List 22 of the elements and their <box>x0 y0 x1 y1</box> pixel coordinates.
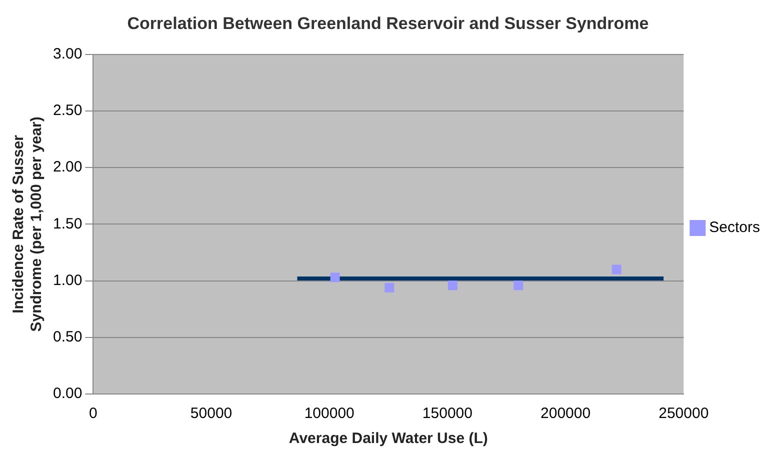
y-tick-label: 1.50 <box>52 215 82 232</box>
point <box>384 282 394 292</box>
x-tick-label: 150000 <box>422 405 472 422</box>
chart-title: Correlation Between Greenland Reservoir and Susser Syndrome <box>127 14 649 33</box>
y-axis-title: Incidence Rate of Susser Syndrome (per 1,000 per year) <box>10 116 46 332</box>
legend-label: Sectors <box>709 219 760 236</box>
y-tick-label: 2.50 <box>52 102 82 120</box>
x-tick-label: 100000 <box>304 405 354 422</box>
y-tick-label: 3.00 <box>52 46 82 63</box>
x-tick-label: 50000 <box>190 405 232 422</box>
y-tick-label: 1.00 <box>52 272 82 289</box>
x-tick-label: 250000 <box>658 405 709 422</box>
point <box>330 272 340 282</box>
y-tick-label: 0.50 <box>52 328 82 346</box>
point <box>514 280 524 290</box>
x-axis-title: Average Daily Water Use (L) <box>288 430 488 448</box>
x-tick-label: 0 <box>89 405 98 422</box>
y-tick-label: 2.00 <box>52 158 82 176</box>
x-tick-label: 200000 <box>540 405 591 422</box>
point <box>448 280 458 290</box>
y-tick-label: 0.00 <box>52 385 82 402</box>
point <box>612 264 622 274</box>
